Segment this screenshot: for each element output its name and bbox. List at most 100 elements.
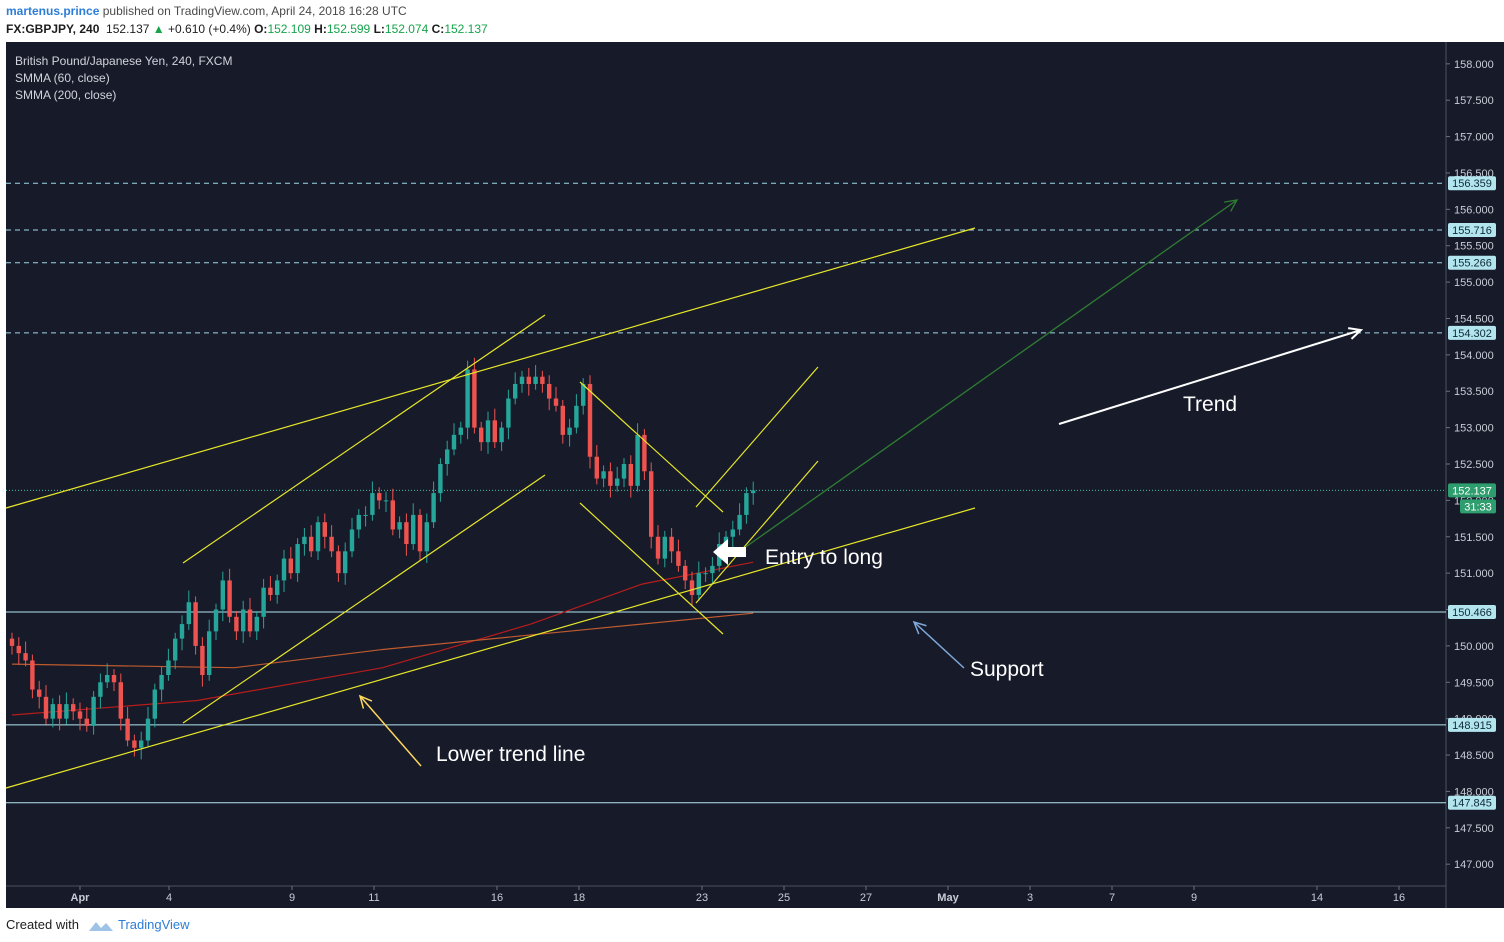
candle-body-69 xyxy=(479,427,484,443)
candle-body-41 xyxy=(288,558,293,574)
y-tick-label-8: 151.000 xyxy=(1454,568,1494,580)
candle-body-32 xyxy=(227,580,232,617)
last-price-badge-label: 152.137 xyxy=(1452,485,1492,497)
x-tick-label-14: 16 xyxy=(1393,892,1405,904)
candle-body-85 xyxy=(587,383,593,457)
candle-body-0 xyxy=(9,638,15,646)
price-chart[interactable]: 147.000147.500148.000148.500149.000149.5… xyxy=(0,42,1504,908)
y-tick-label-12: 153.000 xyxy=(1454,423,1494,435)
candle-body-65 xyxy=(451,434,457,450)
y-tick-label-18: 156.000 xyxy=(1454,204,1494,216)
level-badge-label-5: 148.915 xyxy=(1452,720,1492,732)
candle-body-61 xyxy=(424,522,429,552)
candle-body-2 xyxy=(23,653,28,661)
change-up-icon: ▲ xyxy=(152,22,165,36)
x-tick-label-4: 16 xyxy=(491,892,503,904)
candle-body-86 xyxy=(594,456,599,479)
publish-info: martenus.prince published on TradingView… xyxy=(6,4,407,18)
breakout-lower xyxy=(695,460,819,604)
candle-body-50 xyxy=(349,529,355,552)
candle-body-105 xyxy=(723,536,729,545)
time-axis[interactable] xyxy=(6,886,1446,908)
x-tick-label-5: 18 xyxy=(573,892,585,904)
candle-body-39 xyxy=(275,580,280,595)
candle-body-100 xyxy=(689,580,695,595)
candle-body-8 xyxy=(64,704,69,719)
candle-body-14 xyxy=(105,675,110,683)
open-value: 152.109 xyxy=(267,22,311,36)
candle-body-102 xyxy=(703,573,708,575)
candle-body-49 xyxy=(343,551,348,574)
y-tick-label-17: 155.500 xyxy=(1454,241,1494,253)
candle-body-20 xyxy=(145,718,151,741)
candle-body-58 xyxy=(404,522,409,545)
candle-body-76 xyxy=(526,376,531,384)
level-badge-0 xyxy=(1448,176,1496,191)
candle-body-88 xyxy=(608,471,613,486)
level-badge-label-4: 150.466 xyxy=(1452,607,1492,619)
candle-body-6 xyxy=(50,704,55,719)
candle-body-17 xyxy=(125,718,130,741)
level-badge-label-3: 154.302 xyxy=(1452,328,1492,340)
x-tick-label-6: 23 xyxy=(696,892,708,904)
candle-body-53 xyxy=(370,493,375,515)
candle-body-1 xyxy=(16,645,21,654)
lower-trend-arrow-shaft xyxy=(359,695,422,767)
tradingview-link[interactable]: TradingView xyxy=(118,917,190,932)
candle-body-66 xyxy=(458,427,463,435)
candle-body-33 xyxy=(234,616,239,632)
candle-body-63 xyxy=(438,464,443,494)
y-tick-label-22: 158.000 xyxy=(1454,59,1494,71)
chart-header: martenus.prince published on TradingView… xyxy=(0,0,1504,42)
candle-body-40 xyxy=(281,558,287,581)
candle-body-80 xyxy=(553,398,559,406)
smma-lines xyxy=(11,561,754,716)
candle-body-56 xyxy=(390,500,395,530)
candle-body-34 xyxy=(241,609,246,632)
plot-background xyxy=(6,42,1446,886)
candle-body-25 xyxy=(179,624,185,639)
candle-body-12 xyxy=(91,696,96,726)
candle-body-7 xyxy=(57,704,62,719)
x-tick-label-13: 14 xyxy=(1311,892,1323,904)
candle-body-71 xyxy=(492,420,497,443)
author-link[interactable]: martenus.prince xyxy=(6,4,100,18)
candle-body-84 xyxy=(581,383,586,406)
candle-body-45 xyxy=(315,522,321,552)
last-price-badge xyxy=(1448,483,1496,498)
y-tick-label-5: 149.500 xyxy=(1454,677,1494,689)
candle-body-22 xyxy=(159,675,164,690)
left-channel-upper xyxy=(182,314,546,564)
candle-body-109 xyxy=(751,490,756,494)
x-axis-ticks: Apr 4 9 11 16 18 23 25 27 May 3 7 9 14 16 xyxy=(71,886,1405,904)
candle-body-87 xyxy=(601,471,606,479)
countdown-badge xyxy=(1460,499,1496,514)
candle-body-23 xyxy=(166,660,171,675)
chart-legend: British Pound/Japanese Yen, 240, FXCM SM… xyxy=(15,54,232,102)
level-badge-5 xyxy=(1448,717,1496,732)
candle-body-82 xyxy=(567,427,572,435)
candle-body-44 xyxy=(309,536,314,552)
candle-body-97 xyxy=(669,536,674,552)
x-tick-label-7: 25 xyxy=(778,892,790,904)
lower-trend-label: Lower trend line xyxy=(436,743,585,766)
y-tick-label-0: 147.000 xyxy=(1454,859,1494,871)
candle-body-35 xyxy=(247,609,253,632)
candle-body-94 xyxy=(649,471,654,537)
support-label: Support xyxy=(970,658,1044,681)
countdown-badge-label: 31:33 xyxy=(1464,501,1492,513)
candle-body-99 xyxy=(683,565,688,581)
entry-arrow-icon xyxy=(713,539,746,565)
smma-line-1 xyxy=(11,612,754,669)
drawings xyxy=(5,199,1364,789)
y-tick-label-15: 154.500 xyxy=(1454,313,1494,325)
candle-body-11 xyxy=(84,718,89,726)
candle-body-26 xyxy=(186,602,191,625)
candle-body-107 xyxy=(737,514,742,530)
candle-body-103 xyxy=(710,565,715,574)
y-tick-label-6: 150.000 xyxy=(1454,641,1494,653)
projection-arrow-head xyxy=(1224,199,1239,212)
candle-body-89 xyxy=(615,478,620,486)
flag-upper xyxy=(579,381,724,513)
y-tick-label-11: 152.500 xyxy=(1454,459,1494,471)
